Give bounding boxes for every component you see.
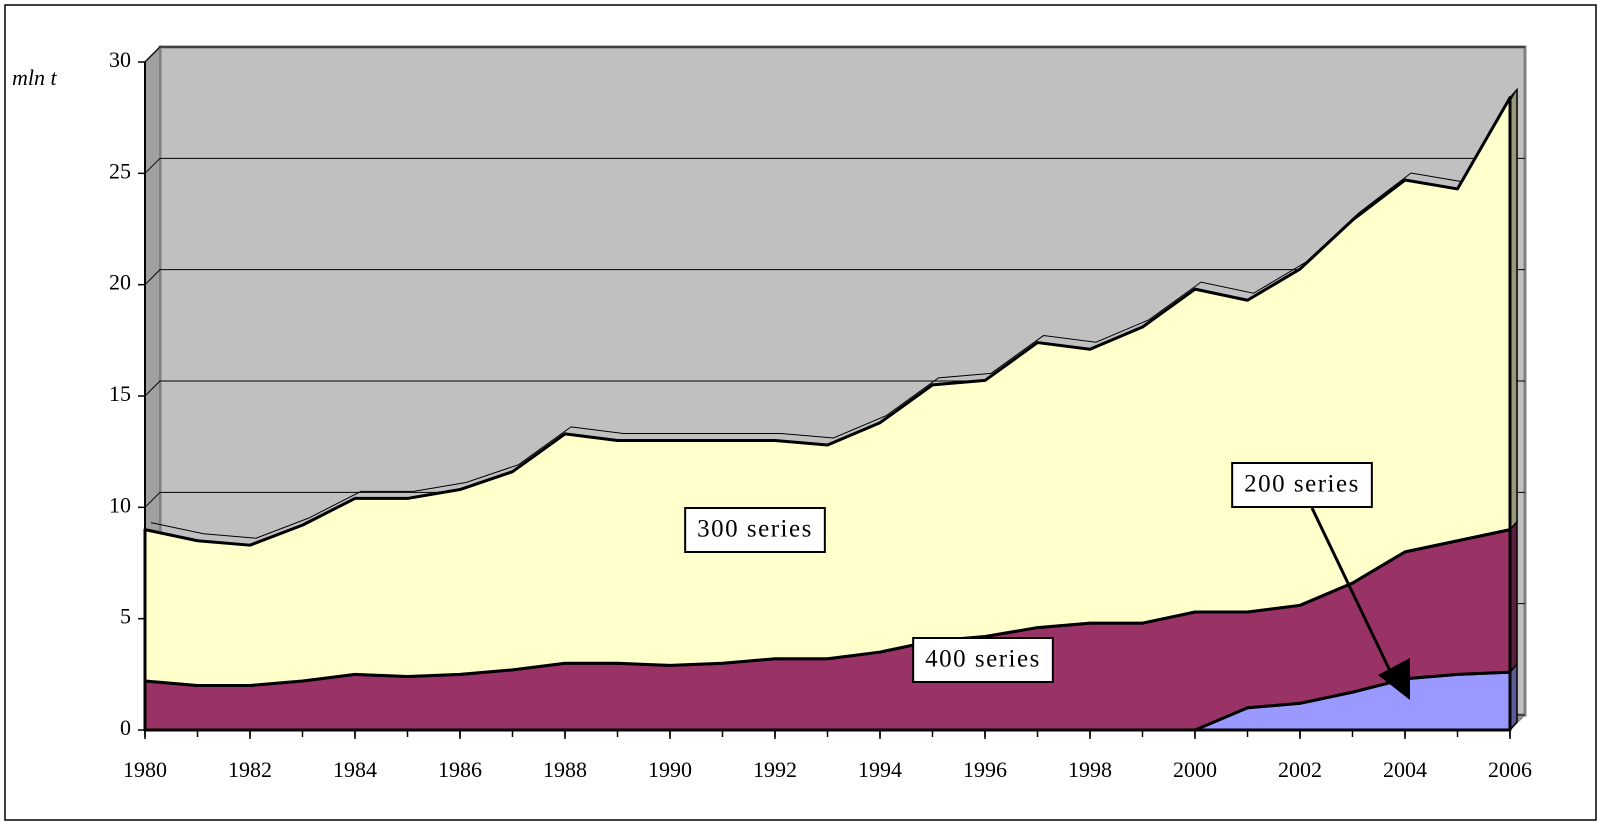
area-top-cap: [150, 90, 1517, 539]
label-box: [1231, 462, 1373, 508]
x-tick-label: 1984: [333, 757, 377, 782]
label-text: 200 series: [1244, 471, 1360, 498]
x-tick-label: 2004: [1383, 757, 1427, 782]
series-label: 300 series: [684, 507, 826, 553]
x-tick-label: 1980: [123, 757, 167, 782]
annotation-arrow: [1310, 507, 1394, 676]
grid-line: [144, 269, 1525, 286]
x-tick-label: 1996: [963, 757, 1007, 782]
series-label: 200 series: [1231, 462, 1373, 508]
y-tick-label: 25: [109, 158, 131, 183]
y-tick-label: 30: [109, 47, 131, 72]
x-tick-label: 1990: [648, 757, 692, 782]
x-tick-label: 2000: [1173, 757, 1217, 782]
x-tick-label: 1994: [858, 757, 902, 782]
x-tick-label: 1988: [543, 757, 587, 782]
x-tick-label: 1992: [753, 757, 797, 782]
x-tick-label: 1998: [1068, 757, 1112, 782]
grid-line: [144, 157, 1525, 174]
y-tick-label: 10: [109, 492, 131, 517]
area: [143, 96, 1512, 687]
x-tick-label: 2006: [1488, 757, 1532, 782]
series-label: 400 series: [912, 637, 1054, 683]
label-text: 300 series: [697, 516, 813, 543]
x-tick-label: 1986: [438, 757, 482, 782]
y-tick-label: 20: [109, 270, 131, 295]
y-axis-label: mln t: [12, 65, 58, 90]
arrow-head: [1378, 658, 1410, 700]
y-tick-label: 0: [120, 715, 131, 740]
label-box: [684, 507, 826, 553]
label-text: 400 series: [925, 646, 1041, 673]
grid-line: [144, 46, 1525, 63]
y-tick-label: 15: [109, 381, 131, 406]
label-box: [912, 637, 1054, 683]
x-tick-label: 2002: [1278, 757, 1322, 782]
x-tick-label: 1982: [228, 757, 272, 782]
y-tick-label: 5: [120, 604, 131, 629]
